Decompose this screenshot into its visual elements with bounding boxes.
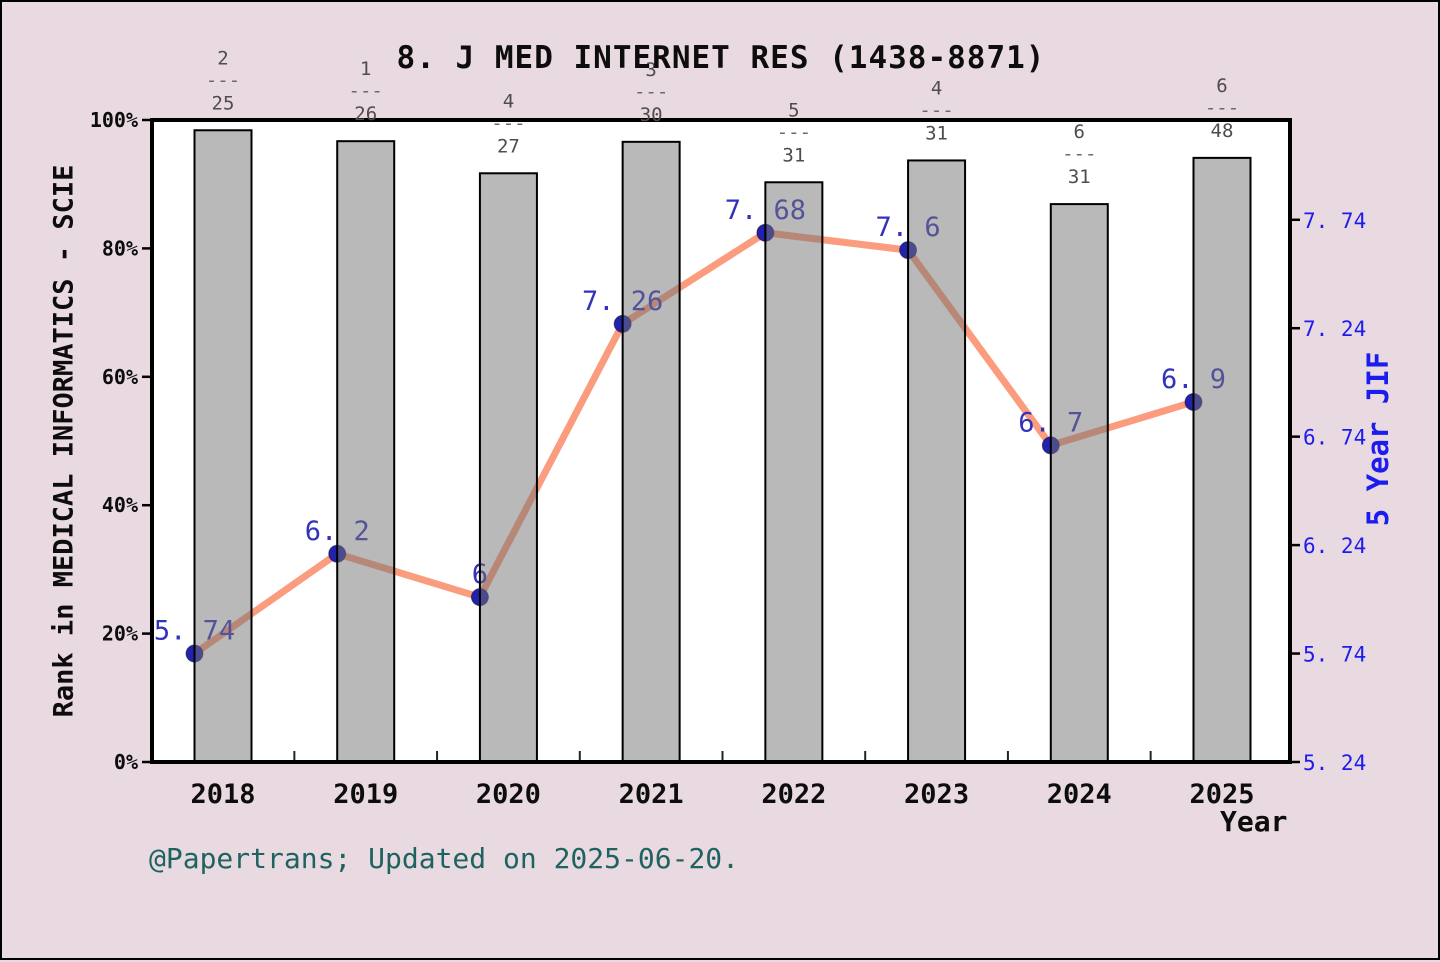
rank-separator-2018: --- <box>206 69 240 91</box>
rank-numerator-2018: 2 <box>217 47 228 69</box>
x-tick-label-2024: 2024 <box>1047 779 1112 810</box>
plot-area <box>152 120 1290 762</box>
chart-title: 8. J MED INTERNET RES (1438-8871) <box>396 40 1046 76</box>
bar-2020 <box>478 172 538 763</box>
rank-denominator-2018: 25 <box>212 92 235 114</box>
rank-denominator-2020: 27 <box>497 135 520 157</box>
rank-denominator-2019: 26 <box>354 103 377 125</box>
bar-2024 <box>1049 203 1109 764</box>
left-tick-label: 80% <box>102 236 138 260</box>
bar-2018 <box>193 129 253 764</box>
rank-numerator-2021: 3 <box>645 59 656 81</box>
rank-separator-2019: --- <box>349 80 383 102</box>
left-tick-label: 0% <box>114 750 138 774</box>
x-tick-label-2019: 2019 <box>333 779 398 810</box>
bar-2023 <box>907 159 967 764</box>
right-tick-label: 5. 24 <box>1303 751 1366 775</box>
rank-separator-2021: --- <box>634 81 668 103</box>
rank-denominator-2024: 31 <box>1068 166 1091 188</box>
x-tick-label-2018: 2018 <box>190 779 255 810</box>
rank-numerator-2023: 4 <box>931 77 942 99</box>
rank-separator-2020: --- <box>491 112 525 134</box>
left-tick-label: 40% <box>102 493 138 517</box>
x-tick-label-2022: 2022 <box>761 779 826 810</box>
left-tick-label: 100% <box>90 108 138 132</box>
rank-numerator-2019: 1 <box>360 58 371 80</box>
x-tick-label-2023: 2023 <box>904 779 969 810</box>
rank-denominator-2025: 48 <box>1211 120 1234 142</box>
x-tick-label-2021: 2021 <box>619 779 684 810</box>
bar-2025 <box>1192 156 1252 764</box>
bar-2019 <box>336 140 396 764</box>
rank-denominator-2023: 31 <box>925 122 948 144</box>
left-tick-label: 20% <box>102 622 138 646</box>
rank-separator-2022: --- <box>777 121 811 143</box>
right-tick-label: 7. 24 <box>1303 317 1366 341</box>
bar-2021 <box>621 140 681 763</box>
footer-credit: @Papertrans; Updated on 2025-06-20. <box>149 842 740 875</box>
rank-numerator-2020: 4 <box>503 90 514 112</box>
rank-numerator-2022: 5 <box>788 99 799 121</box>
rank-separator-2024: --- <box>1062 143 1096 165</box>
rank-separator-2025: --- <box>1205 97 1239 119</box>
rank-numerator-2024: 6 <box>1074 121 1085 143</box>
right-tick-label: 7. 74 <box>1303 209 1366 233</box>
rank-separator-2023: --- <box>919 99 953 121</box>
left-tick-label: 60% <box>102 365 138 389</box>
right-axis-label: 5 Year JIF <box>1361 351 1395 527</box>
plot-border <box>150 118 1292 764</box>
bar-2022 <box>764 181 824 764</box>
x-tick-label-2020: 2020 <box>476 779 541 810</box>
right-tick-label: 6. 24 <box>1303 534 1366 558</box>
rank-denominator-2022: 31 <box>782 144 805 166</box>
left-axis-label: Rank in MEDICAL INFORMATICS - SCIE <box>48 164 80 718</box>
rank-numerator-2025: 6 <box>1216 75 1227 97</box>
rank-denominator-2021: 30 <box>640 104 663 126</box>
right-tick-label: 6. 74 <box>1303 426 1366 450</box>
x-axis-label: Year <box>1220 805 1288 838</box>
right-tick-label: 5. 74 <box>1303 643 1366 667</box>
x-tick-label-2025: 2025 <box>1189 779 1254 810</box>
